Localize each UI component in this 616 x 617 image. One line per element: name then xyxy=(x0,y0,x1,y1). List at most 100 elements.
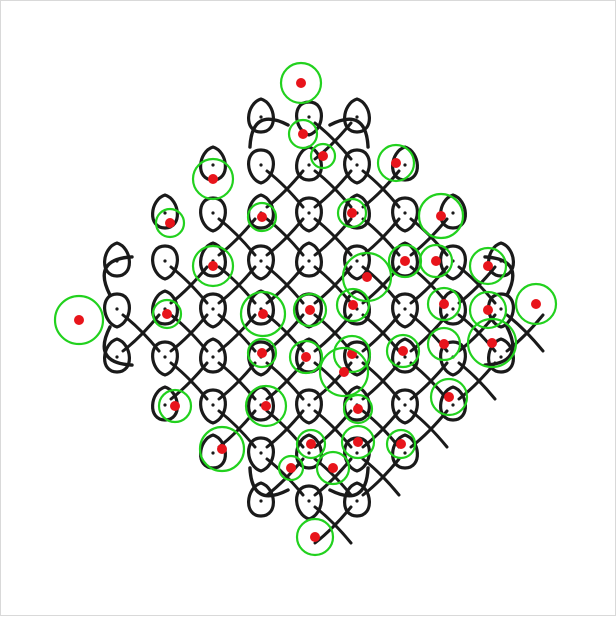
kolam-petal-loop xyxy=(343,481,371,518)
kolam-grid-dot xyxy=(355,115,359,119)
detection-point xyxy=(396,439,406,449)
kolam-crossing-arc xyxy=(505,313,545,353)
kolam-crossing-arc xyxy=(409,217,449,257)
kolam-grid-dot xyxy=(451,211,455,215)
kolam-grid-dot xyxy=(115,307,119,311)
detection-ring xyxy=(340,424,376,460)
kolam-crossing-arc xyxy=(313,313,353,353)
kolam-crossing-arc xyxy=(169,361,209,401)
kolam-grid-dot xyxy=(163,403,167,407)
detection-point xyxy=(301,352,311,362)
kolam-grid-dot xyxy=(307,451,311,455)
kolam-grid-dot xyxy=(355,451,359,455)
detection-point xyxy=(391,158,401,168)
detection-point xyxy=(258,309,268,319)
detection-ring xyxy=(376,143,416,183)
kolam-grid-dot xyxy=(259,115,263,119)
kolam-petal-loop xyxy=(199,145,227,182)
detection-ring xyxy=(191,157,235,201)
detection-ring xyxy=(429,377,469,417)
kolam-grid-dot xyxy=(355,499,359,503)
kolam-crossing-arc xyxy=(313,169,353,209)
kolam-crossing-arc xyxy=(409,361,449,401)
detection-annotations xyxy=(53,61,558,557)
detection-point xyxy=(436,211,446,221)
kolam-petal-loop xyxy=(391,196,419,233)
kolam-grid-dot xyxy=(211,451,215,455)
kolam-crossing-arc xyxy=(361,409,401,449)
detection-ring xyxy=(418,243,454,279)
detection-point xyxy=(353,404,363,414)
detection-ring xyxy=(385,333,421,369)
kolam-grid-dot xyxy=(163,259,167,263)
detection-point xyxy=(398,346,408,356)
kolam-crossing-arc xyxy=(217,265,257,305)
detection-ring xyxy=(292,292,328,328)
kolam-grid-dot xyxy=(259,499,263,503)
detection-ring xyxy=(318,346,370,398)
kolam-grid-dot xyxy=(259,163,263,167)
detection-ring xyxy=(468,246,508,286)
kolam-crossing-arc xyxy=(361,265,401,305)
detection-point xyxy=(261,401,271,411)
detection-point xyxy=(162,309,172,319)
detection-point xyxy=(483,261,493,271)
detection-point xyxy=(339,367,349,377)
detection-point xyxy=(257,348,267,358)
kolam-crossing-arc xyxy=(313,169,353,209)
detection-point xyxy=(531,299,541,309)
detection-ring xyxy=(295,517,335,557)
kolam-crossing-arc xyxy=(361,409,401,449)
kolam-crossing-arc xyxy=(313,121,353,161)
kolam-petal-loop xyxy=(439,193,467,230)
detection-ring xyxy=(53,294,105,346)
kolam-grid-dot xyxy=(211,403,215,407)
kolam-grid-dot xyxy=(499,307,503,311)
kolam-crossing-arc xyxy=(313,265,353,305)
detection-ring xyxy=(426,326,462,362)
detection-ring xyxy=(417,192,465,240)
detection-ring xyxy=(246,337,278,369)
detection-point xyxy=(439,339,449,349)
kolam-crossing-arc xyxy=(121,313,161,353)
kolam-grid-dot xyxy=(403,163,407,167)
kolam-crossing-arc xyxy=(217,409,257,449)
kolam-crossing-arc xyxy=(457,361,497,401)
detection-ring xyxy=(246,201,278,233)
kolam-line-art xyxy=(102,97,545,545)
kolam-petal-loop xyxy=(439,244,467,281)
detection-point xyxy=(74,315,84,325)
kolam-crossing-arc xyxy=(313,505,353,545)
kolam-grid-dot xyxy=(307,163,311,167)
detection-ring xyxy=(287,118,319,150)
kolam-grid-dot xyxy=(307,211,311,215)
kolam-crossing-arc xyxy=(313,217,353,257)
kolam-crossing-arc xyxy=(361,169,401,209)
detection-ring xyxy=(191,244,235,288)
kolam-crossing-arc xyxy=(217,313,257,353)
detection-point xyxy=(208,261,218,271)
detection-point xyxy=(400,256,410,266)
detection-point xyxy=(353,437,363,447)
kolam-petal-loop xyxy=(151,385,179,422)
kolam-crossing-arc xyxy=(313,217,353,257)
detection-point xyxy=(431,256,441,266)
detection-ring xyxy=(335,287,371,323)
kolam-petal-loop xyxy=(247,148,275,185)
detection-point xyxy=(305,305,315,315)
kolam-grid-dot xyxy=(403,451,407,455)
kolam-grid-dot xyxy=(307,499,311,503)
kolam-crossing-arc xyxy=(121,313,161,353)
kolam-grid-dot xyxy=(451,403,455,407)
kolam-crescent-arc xyxy=(248,117,290,149)
kolam-crossing-arc xyxy=(265,217,305,257)
kolam-crescent-arc xyxy=(483,325,515,367)
kolam-grid-dot xyxy=(403,355,407,359)
detection-point xyxy=(483,305,493,315)
detection-ring xyxy=(466,317,518,369)
kolam-petal-loop xyxy=(391,433,419,470)
kolam-crossing-arc xyxy=(169,313,209,353)
kolam-crossing-arc xyxy=(265,169,305,209)
kolam-crossing-arc xyxy=(217,217,257,257)
